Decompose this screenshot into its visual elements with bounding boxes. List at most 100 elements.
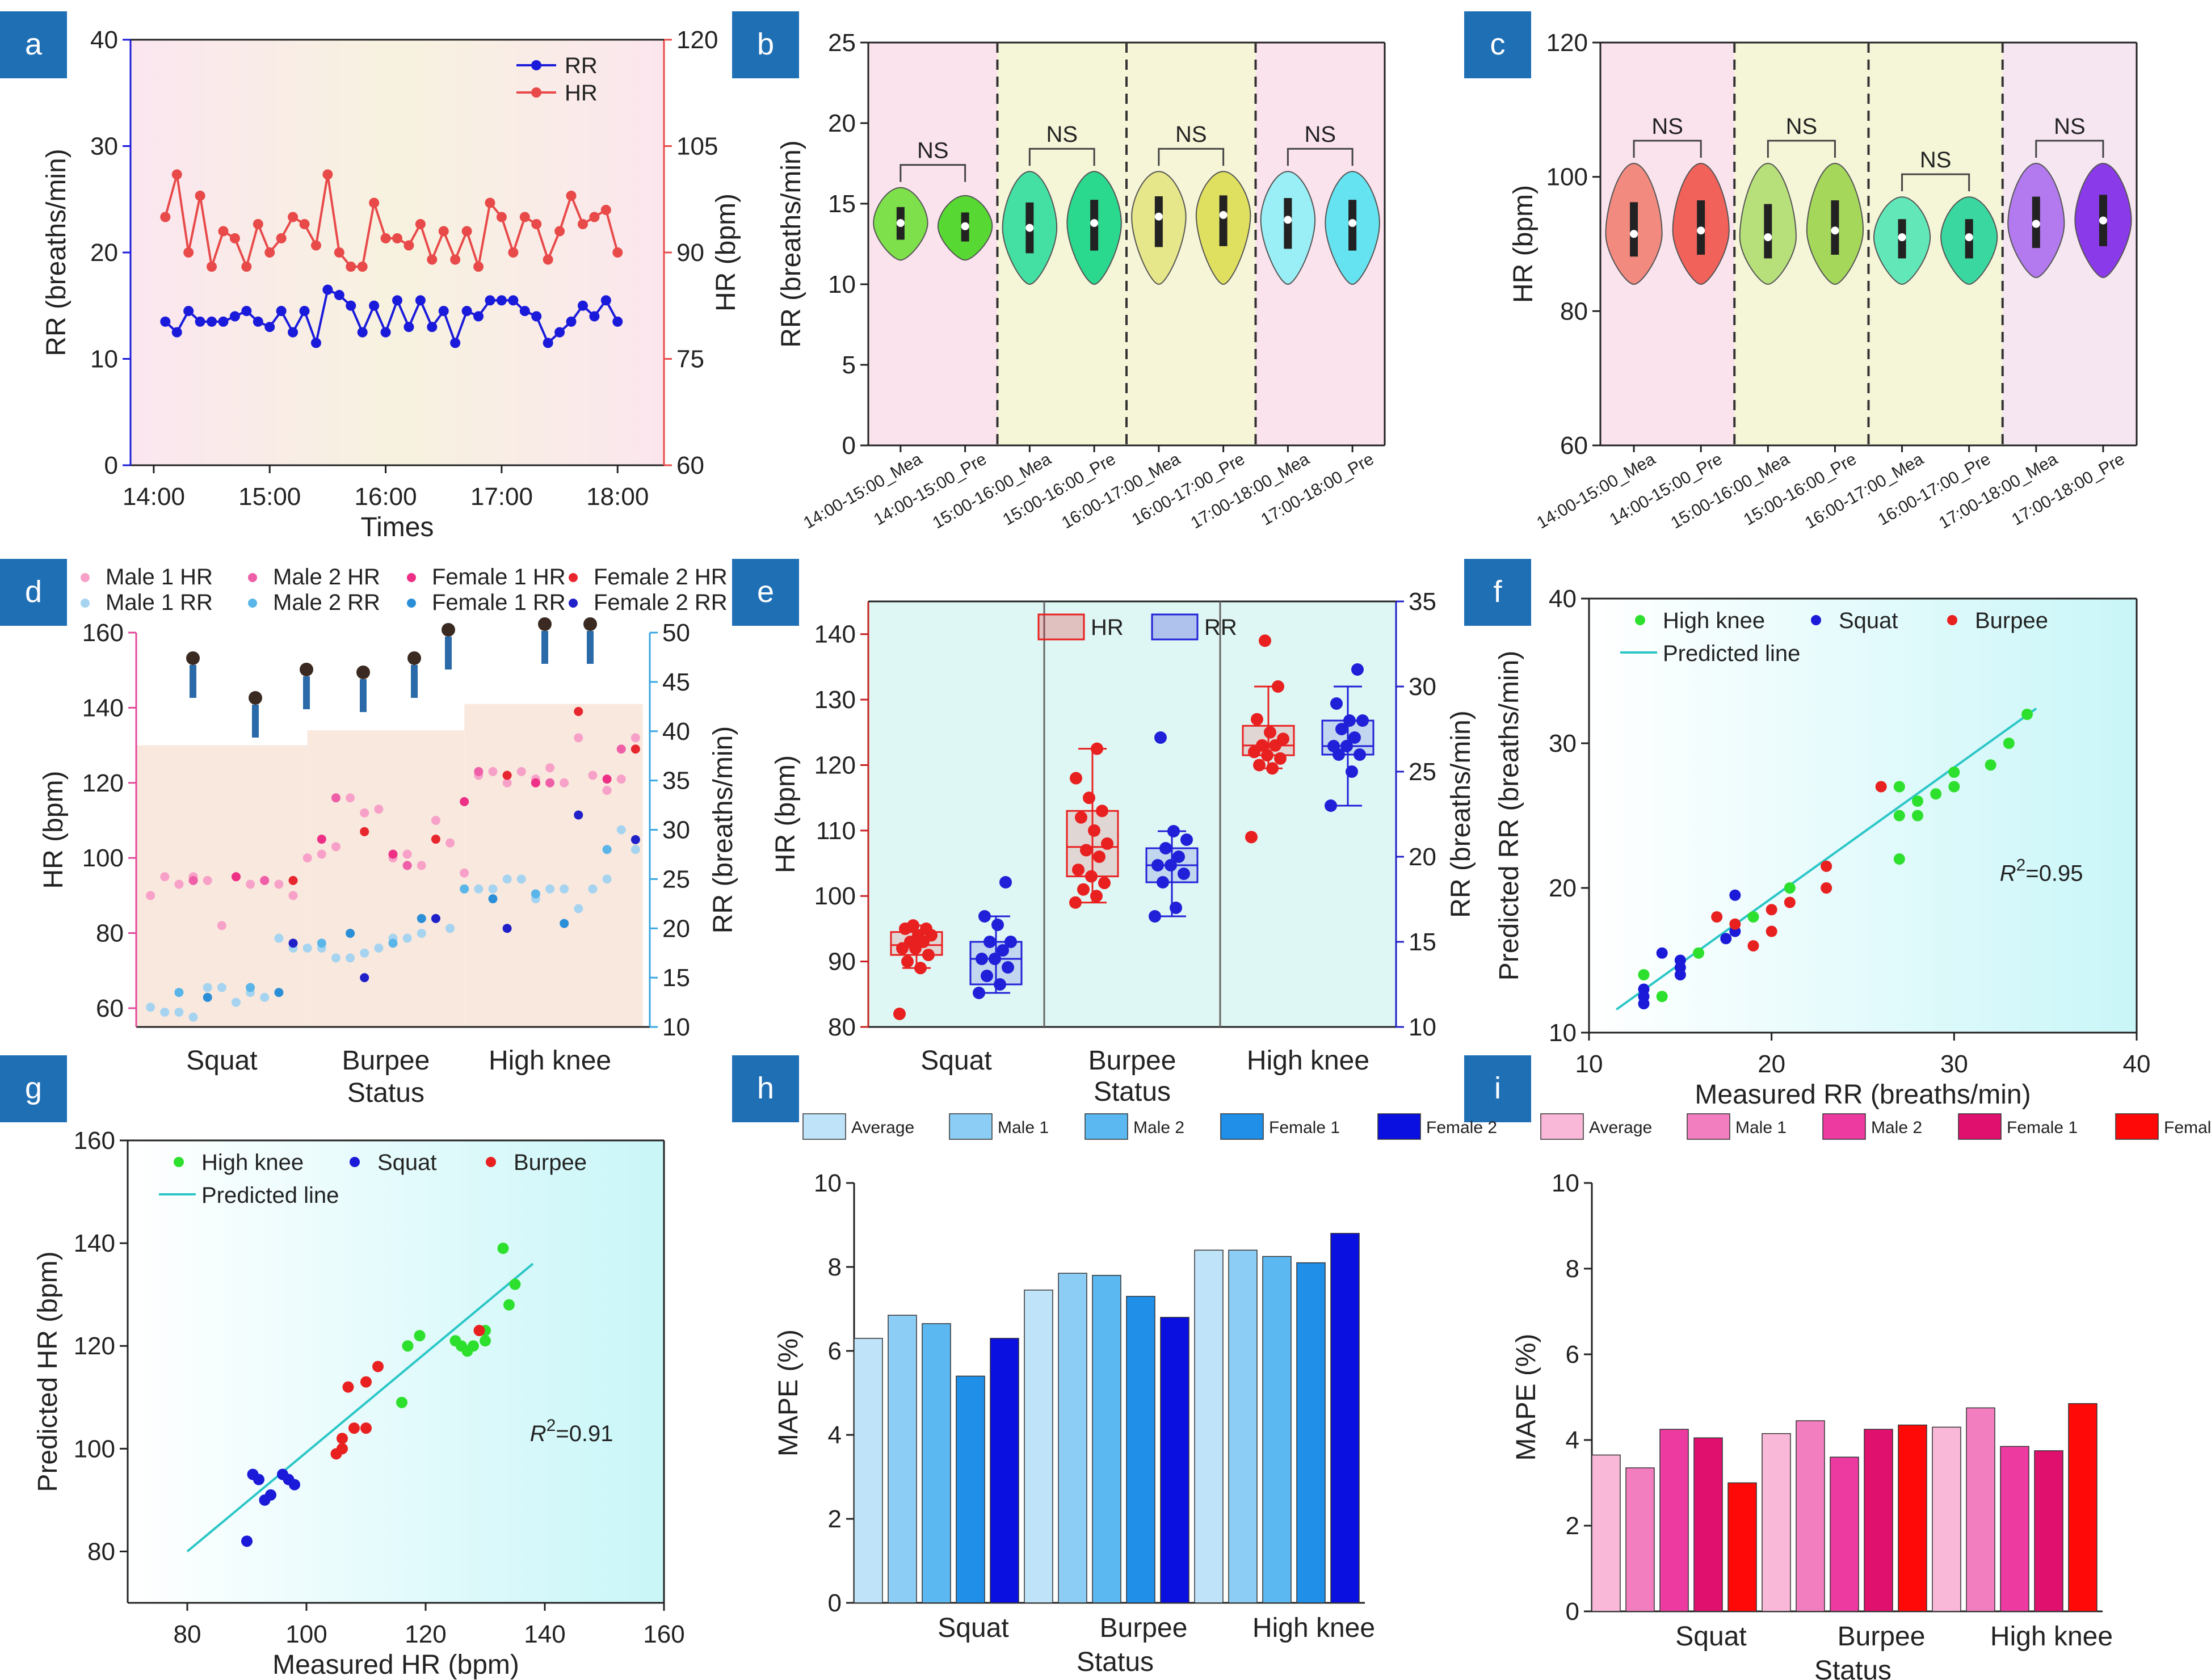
x-axis-label: Status xyxy=(1077,1647,1154,1677)
point-Male-1-RR xyxy=(302,944,312,953)
x-tick-label: 16:00-17:00_Pre xyxy=(1874,449,1994,529)
point-Squat xyxy=(1674,954,1686,966)
x-category-label: High knee xyxy=(1247,1046,1369,1076)
x-axis-label: Times xyxy=(361,512,434,542)
point-Male-1-RR xyxy=(545,884,555,894)
point-High-knee xyxy=(509,1278,521,1290)
point-Male-1-RR xyxy=(346,953,355,963)
point-RR xyxy=(171,327,182,338)
point-RR xyxy=(1351,663,1364,676)
legend-label: RR xyxy=(1204,615,1237,640)
point-HR xyxy=(1070,772,1082,785)
point-RR xyxy=(1346,765,1358,778)
point-RR xyxy=(380,327,391,338)
point-RR xyxy=(369,300,380,311)
point-Burpee xyxy=(1766,904,1777,916)
point-RR xyxy=(218,316,229,327)
point-Male-1-RR xyxy=(417,928,426,938)
left-axis-tick-label: 20 xyxy=(90,239,118,267)
panel-letter: c xyxy=(1490,27,1506,61)
point-HR xyxy=(322,169,333,180)
point-RR xyxy=(183,306,194,317)
point-RR xyxy=(310,338,321,348)
point-HR xyxy=(589,212,600,222)
point-High-knee xyxy=(1912,810,1923,822)
legend-marker xyxy=(1220,1113,1264,1140)
plot-background xyxy=(868,601,1396,1027)
point-HR xyxy=(1101,837,1113,850)
legend-label: Squat xyxy=(1839,608,1898,633)
significance-bracket xyxy=(1633,140,1702,158)
point-Male-1-RR xyxy=(146,1003,155,1012)
status-region xyxy=(464,704,643,1027)
legend-marker xyxy=(1822,1113,1866,1140)
panel-h-chart: 0 2 4 6 8 10 MAPE (%) Squat Burpee High knee Statu… xyxy=(774,1113,1497,1677)
left-axis-tick-label: 80 xyxy=(96,920,124,948)
right-axis-tick-label: 40 xyxy=(662,718,690,746)
y-axis-tick-label: 5 xyxy=(842,351,856,379)
point-Squat xyxy=(1729,889,1741,901)
x-tick-label: 120 xyxy=(405,1620,446,1648)
x-axis-label: Status xyxy=(1094,1077,1171,1107)
point-RR xyxy=(357,327,368,338)
legend-marker xyxy=(350,1157,360,1167)
bar-Average xyxy=(1591,1454,1621,1612)
point-Male-1-RR xyxy=(203,983,212,992)
legend-marker xyxy=(1037,613,1085,641)
point-Male-1-HR xyxy=(460,868,469,878)
point-Male-1-HR xyxy=(331,842,341,852)
point-HR xyxy=(218,226,229,237)
left-axis-tick-label: 10 xyxy=(90,346,118,373)
x-category-label: Burpee xyxy=(1838,1622,1926,1652)
point-High-knee xyxy=(503,1299,515,1311)
point-HR xyxy=(1098,877,1111,890)
point-High-knee xyxy=(414,1330,426,1342)
x-category-label: Burpee xyxy=(1100,1613,1188,1643)
point-Male-2-HR xyxy=(331,793,341,803)
bar-Male-2 xyxy=(1092,1275,1121,1603)
bar-Female-1 xyxy=(956,1375,985,1603)
y-axis-label: HR (bpm) xyxy=(1508,185,1539,303)
bar-Average xyxy=(1762,1433,1791,1612)
point-Male-1-HR xyxy=(217,921,226,930)
point-RR xyxy=(299,306,310,317)
point-HR xyxy=(1253,759,1266,772)
point-HR xyxy=(310,240,321,251)
point-Male-2-HR xyxy=(260,875,270,885)
point-Squat xyxy=(1638,983,1650,995)
panel-letter: h xyxy=(757,1071,774,1105)
panel-badge-box xyxy=(1464,1055,1531,1122)
significance-bracket xyxy=(1767,140,1836,158)
point-Female-2-RR xyxy=(360,973,369,983)
point-HR xyxy=(1080,844,1092,857)
point-Male-1-RR xyxy=(188,1012,198,1022)
point-Male-1-RR xyxy=(274,933,284,943)
point-High-knee xyxy=(497,1243,509,1254)
point-RR xyxy=(531,311,542,322)
point-Male-1-RR xyxy=(574,904,583,913)
x-axis-label: Measured HR (bpm) xyxy=(272,1650,519,1680)
series-line-HR xyxy=(164,174,619,271)
left-axis-tick-label: 140 xyxy=(82,694,124,722)
point-Male-1-HR xyxy=(302,853,312,863)
point-High-knee xyxy=(1893,853,1905,865)
point-Burpee xyxy=(473,1325,485,1337)
bar-Male-1 xyxy=(1625,1467,1655,1612)
left-axis-tick-label: 120 xyxy=(82,769,124,797)
violin-median xyxy=(1965,233,1973,242)
x-tick-label: 17:00-18:00_Mea xyxy=(1188,449,1313,532)
point-Male-1-HR xyxy=(317,849,326,859)
legend-label: Burpee xyxy=(1975,608,2048,633)
violin-median xyxy=(896,219,905,228)
point-HR xyxy=(288,212,299,222)
point-RR xyxy=(1002,961,1014,974)
point-HR xyxy=(264,247,275,258)
point-High-knee xyxy=(1656,991,1668,1003)
point-Male-1-HR xyxy=(516,767,526,776)
legend-marker xyxy=(81,573,90,582)
y-axis-tick-label: 80 xyxy=(87,1538,115,1565)
point-HR xyxy=(334,247,344,258)
point-Female-1-RR xyxy=(488,894,498,904)
x-tick-label: 14:00 xyxy=(123,483,185,511)
right-axis-tick-label: 15 xyxy=(1409,928,1436,956)
